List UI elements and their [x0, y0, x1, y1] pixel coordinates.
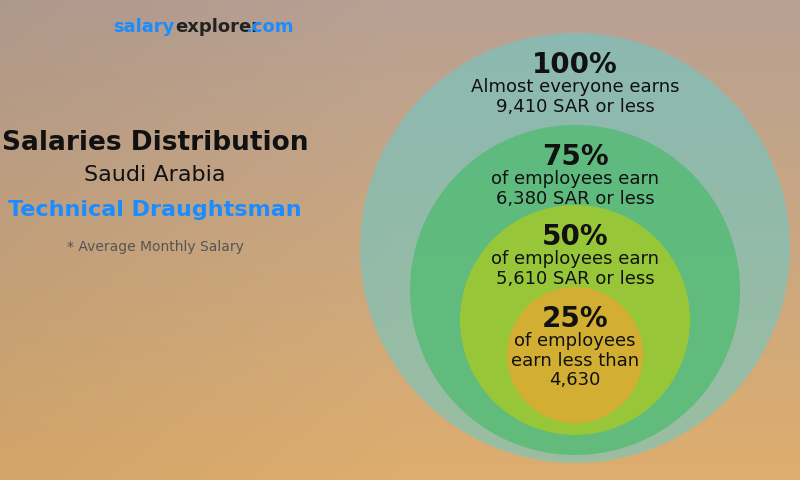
Text: 50%: 50% — [542, 223, 608, 251]
Text: salary: salary — [114, 18, 175, 36]
Text: of employees earn: of employees earn — [491, 170, 659, 188]
Text: of employees: of employees — [514, 332, 636, 350]
Text: 4,630: 4,630 — [550, 371, 601, 389]
Text: 5,610 SAR or less: 5,610 SAR or less — [496, 269, 654, 288]
Text: * Average Monthly Salary: * Average Monthly Salary — [66, 240, 243, 254]
Text: 6,380 SAR or less: 6,380 SAR or less — [496, 190, 654, 207]
Circle shape — [460, 205, 690, 435]
Text: of employees earn: of employees earn — [491, 250, 659, 268]
Text: Technical Draughtsman: Technical Draughtsman — [8, 200, 302, 220]
Text: 9,410 SAR or less: 9,410 SAR or less — [496, 97, 654, 116]
Text: .com: .com — [245, 18, 294, 36]
Circle shape — [360, 33, 790, 463]
Text: Almost everyone earns: Almost everyone earns — [470, 78, 679, 96]
Circle shape — [410, 125, 740, 455]
Circle shape — [507, 287, 643, 423]
Text: 75%: 75% — [542, 143, 608, 171]
Text: explorer: explorer — [175, 18, 260, 36]
Text: 100%: 100% — [532, 51, 618, 79]
Text: Salaries Distribution: Salaries Distribution — [2, 130, 308, 156]
Text: 25%: 25% — [542, 305, 608, 333]
Text: Saudi Arabia: Saudi Arabia — [84, 165, 226, 185]
Text: earn less than: earn less than — [511, 351, 639, 370]
